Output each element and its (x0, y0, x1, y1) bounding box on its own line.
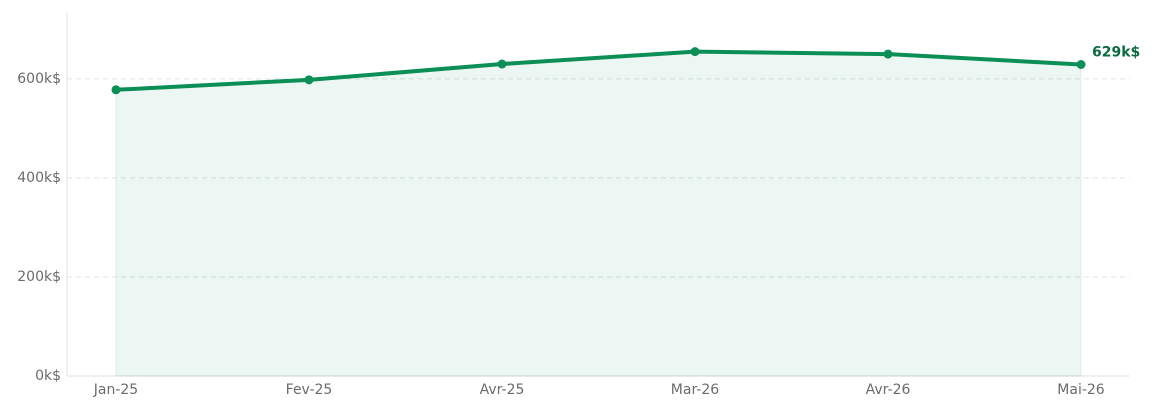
y-tick-label: 200k$ (17, 269, 61, 285)
x-tick-label: Jan-25 (93, 382, 138, 398)
y-tick-label: 600k$ (17, 71, 61, 87)
x-tick-label: Mar-26 (671, 382, 719, 398)
point (883, 49, 893, 59)
x-tick-label: Avr-25 (480, 382, 525, 398)
point (497, 59, 507, 69)
x-tick-label: Fev-25 (286, 382, 333, 398)
x-tick-label: Mai-26 (1057, 382, 1105, 398)
point (304, 75, 314, 85)
y-tick-label: 0k$ (35, 368, 61, 384)
y-tick-label: 400k$ (17, 170, 61, 186)
point (1076, 60, 1086, 70)
point (111, 85, 121, 95)
value-label: 629k$ (1092, 45, 1140, 61)
line (115, 49, 1082, 92)
x-tick-label: Avr-26 (866, 382, 911, 398)
area (115, 51, 1082, 377)
point (690, 47, 700, 57)
